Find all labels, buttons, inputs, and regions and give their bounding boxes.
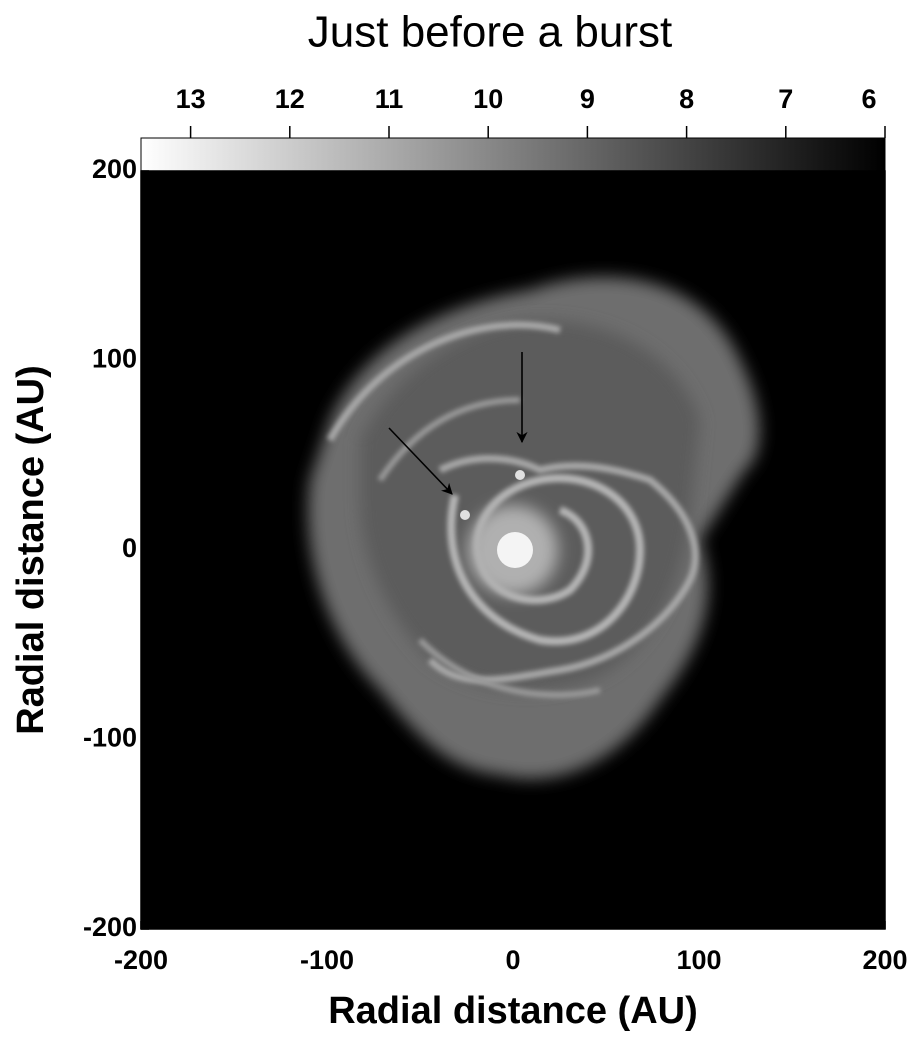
colorbar-tick-label: 10 xyxy=(473,84,503,114)
colorbar-tick-label: 7 xyxy=(778,84,793,114)
x-tick-label: 200 xyxy=(862,945,907,975)
colorbar-tick-label: 9 xyxy=(580,84,595,114)
y-tick-label: 200 xyxy=(92,154,137,184)
colorbar xyxy=(140,137,886,172)
colorbar-tick-label: 13 xyxy=(176,84,206,114)
colorbar-tick-label: 6 xyxy=(861,84,876,114)
colorbar-tick-label: 11 xyxy=(375,84,404,114)
x-axis-title: Radial distance (AU) xyxy=(328,990,698,1032)
y-tick-label: -100 xyxy=(83,723,137,753)
y-tick-label: 100 xyxy=(92,344,137,374)
y-tick-label: 0 xyxy=(122,533,137,563)
x-tick-label: 100 xyxy=(676,945,721,975)
annotation-arrow xyxy=(388,427,453,495)
x-tick-label: 0 xyxy=(505,945,520,975)
y-axis-title: Radial distance (AU) xyxy=(10,365,52,735)
disk-image xyxy=(308,277,760,779)
colorbar-tick-label: 8 xyxy=(679,84,694,114)
chart-title: Just before a burst xyxy=(308,8,672,57)
colorbar-tick-label: 12 xyxy=(275,84,305,114)
x-tick-label: -200 xyxy=(114,945,168,975)
x-tick-label: -100 xyxy=(300,945,354,975)
y-tick-label: -200 xyxy=(83,912,137,942)
